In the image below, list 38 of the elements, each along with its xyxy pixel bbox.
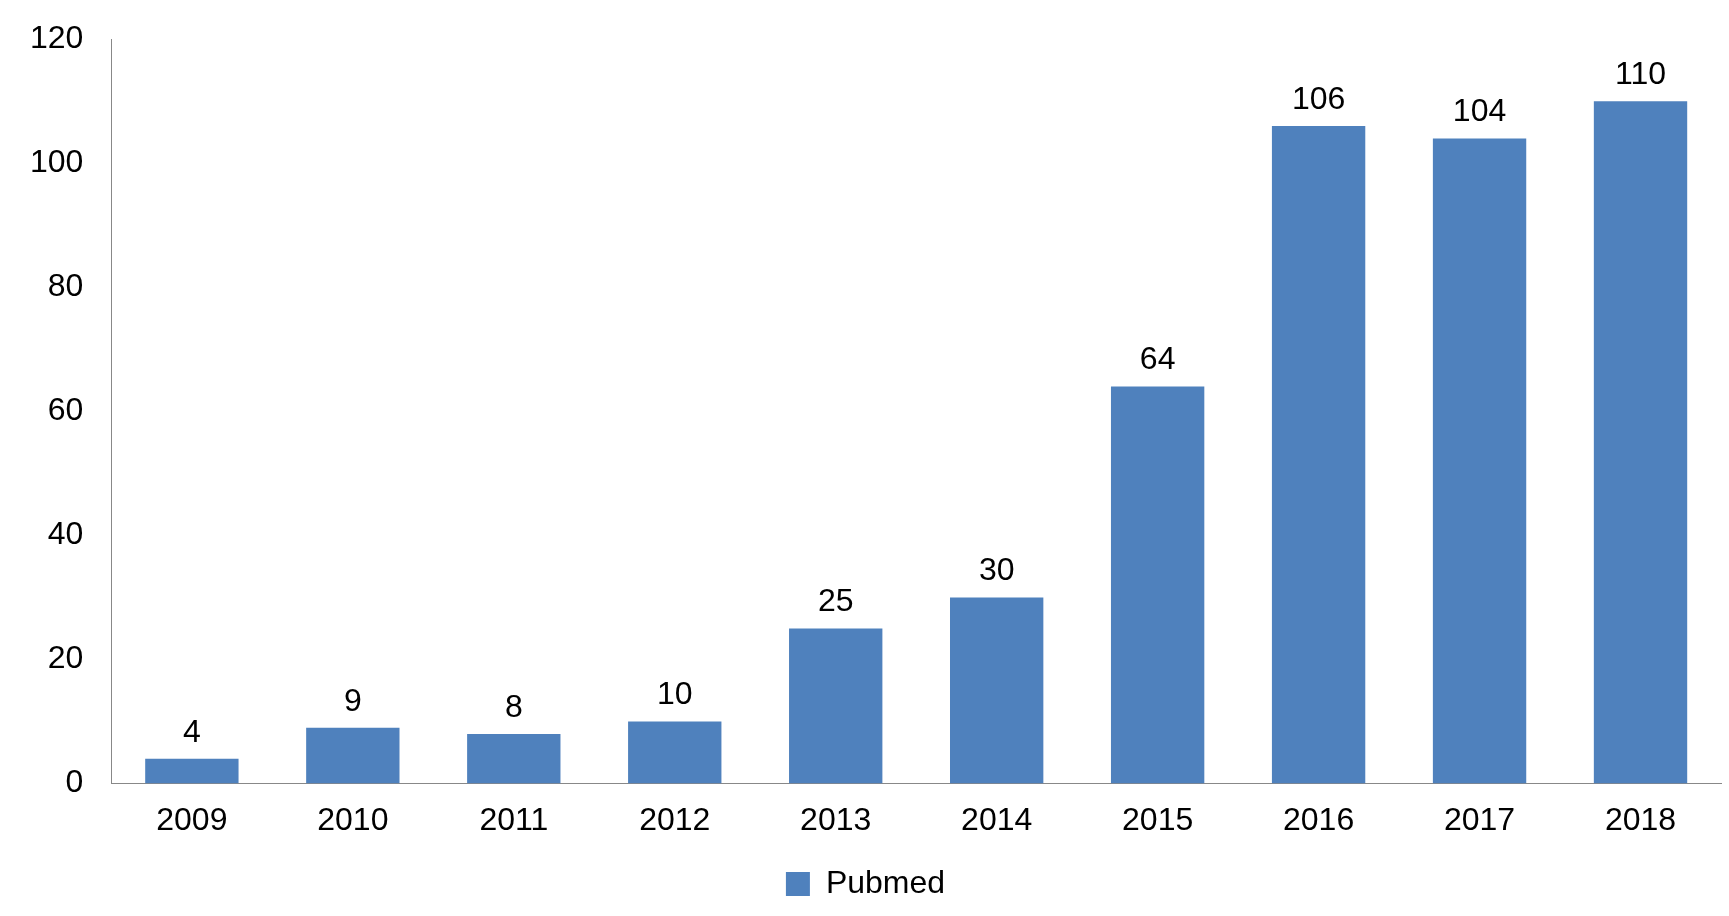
y-tick-label: 80 [47,267,84,304]
data-label: 106 [1291,79,1346,116]
y-tick-label: 40 [47,515,84,552]
x-tick-label: 2012 [639,800,711,837]
x-tick-label: 2017 [1443,800,1516,837]
legend-label: Pubmed [825,863,946,900]
bar [950,597,1044,784]
data-label: 8 [504,687,523,724]
data-label: 25 [817,582,854,619]
y-tick-label: 20 [47,639,84,676]
bar [789,628,883,784]
data-label: 104 [1452,92,1507,129]
data-label: 110 [1615,55,1667,92]
x-tick-label: 2018 [1604,800,1677,837]
bar [1593,101,1688,784]
data-label: 10 [656,675,693,712]
x-tick-label: 2014 [961,800,1033,837]
bar [1432,138,1527,784]
x-tick-label: 2013 [800,800,872,837]
y-tick-label: 60 [47,391,84,428]
bar [467,733,561,784]
x-tick-label: 2015 [1122,800,1194,837]
x-tick-label: 2010 [317,800,389,837]
x-tick-label: 2011 [479,800,549,837]
data-label: 9 [343,681,362,718]
y-tick-label: 100 [30,143,84,180]
x-tick-label: 2016 [1283,800,1355,837]
data-label: 64 [1139,340,1176,377]
data-label: 30 [978,551,1015,588]
bar [1110,386,1205,784]
y-tick-label: 0 [65,763,84,800]
bar [306,727,400,784]
bar [1271,126,1366,784]
y-tick-label: 120 [30,19,84,56]
bar [628,721,722,784]
data-label: 4 [182,712,201,749]
x-tick-label: 2009 [156,800,228,837]
bar [145,758,239,784]
